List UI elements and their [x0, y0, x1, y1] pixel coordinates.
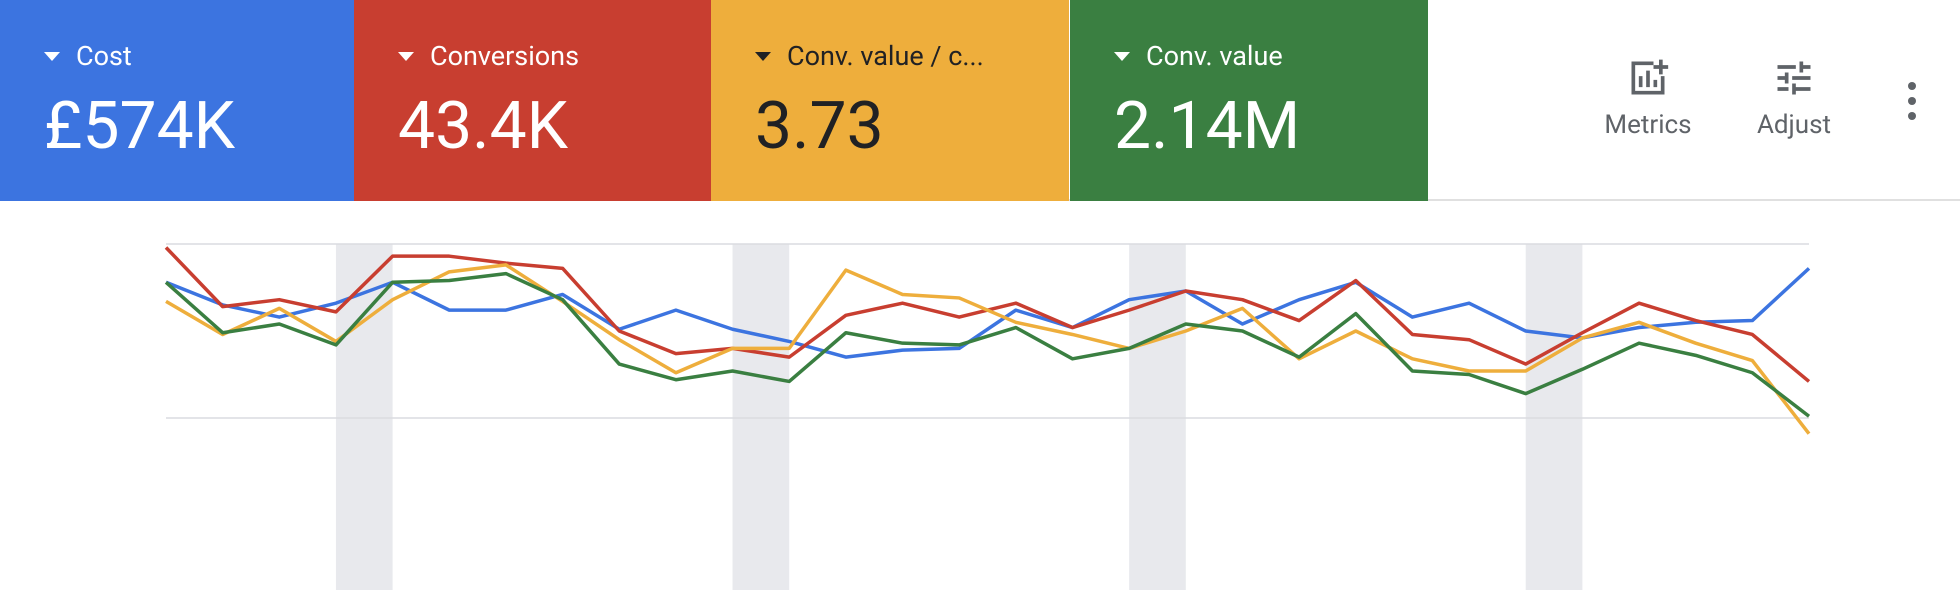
adjust-label: Adjust [1756, 110, 1832, 140]
metric-header: Metrics Adjust Cost £574K Conversions 43.4K… [0, 0, 1960, 201]
more-button[interactable] [1900, 80, 1924, 122]
metric-label: Conv. value [1146, 40, 1283, 72]
metrics-label: Metrics [1604, 110, 1692, 140]
weekend-band [732, 244, 790, 590]
metric-value: 2.14M [1114, 88, 1301, 165]
metric-card[interactable]: Conv. value / c... 3.73 [711, 0, 1069, 201]
metric-label: Conversions [430, 40, 580, 72]
metric-label: Cost [76, 40, 132, 72]
weekend-band [335, 244, 393, 590]
dropdown-arrow [755, 52, 771, 61]
dropdown-arrow [1114, 52, 1130, 61]
adjust-button[interactable]: Adjust [1724, 56, 1864, 140]
metric-card[interactable]: Conversions 43.4K [354, 0, 712, 201]
metric-value: £574K [44, 88, 236, 165]
metrics-button[interactable]: Metrics [1578, 56, 1718, 140]
series-line [164, 271, 1811, 418]
adjust-icon [1777, 61, 1811, 95]
metric-card[interactable]: Conv. value 2.14M [1070, 0, 1428, 201]
dropdown-arrow [44, 52, 60, 61]
series-line [165, 267, 1811, 359]
metric-value: 43.4K [398, 88, 569, 165]
metrics-icon [1631, 59, 1669, 95]
metric-card[interactable]: Cost £574K [0, 0, 358, 201]
series-line [165, 263, 1811, 435]
metric-label: Conv. value / c... [787, 40, 984, 72]
dropdown-arrow [398, 52, 414, 61]
weekend-band [1525, 244, 1583, 590]
metric-value: 3.73 [755, 88, 884, 165]
